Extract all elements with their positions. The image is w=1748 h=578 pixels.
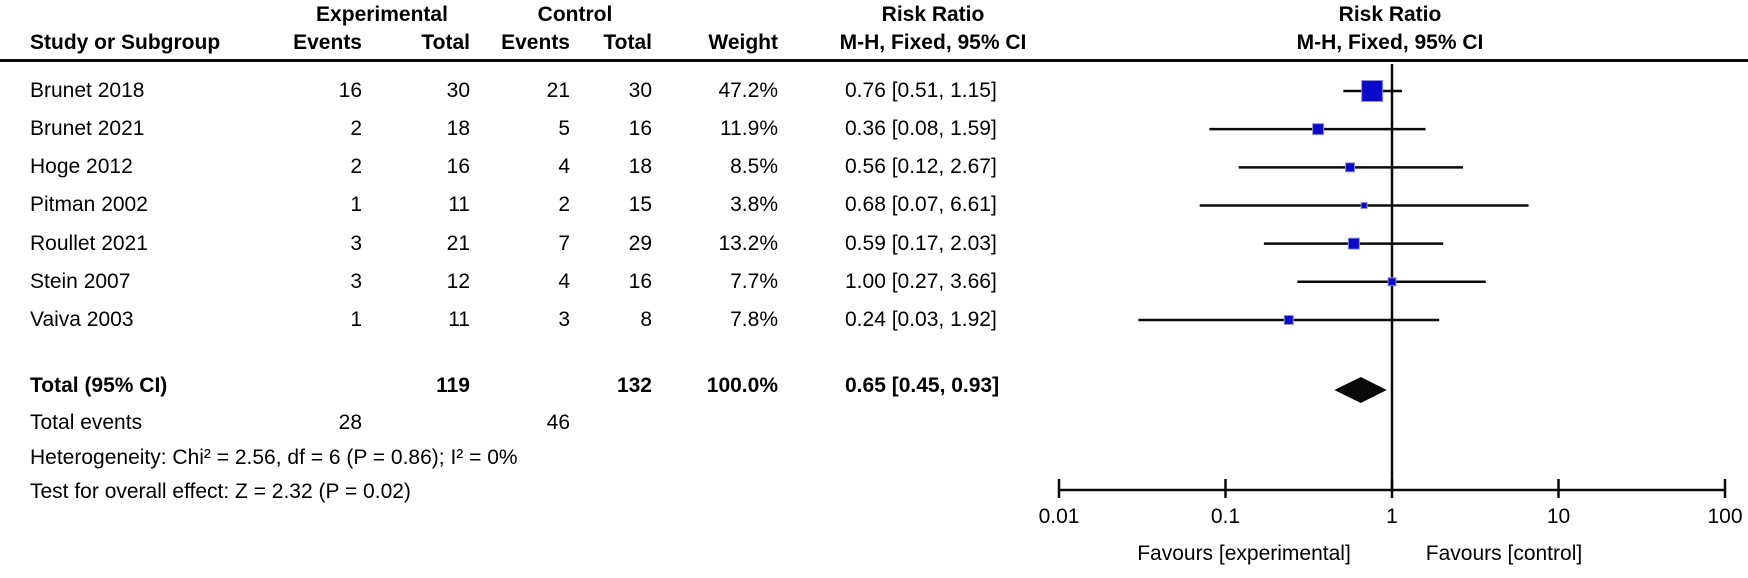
cell-events-control: 3 (558, 308, 570, 331)
cell-events-experimental: 16 (338, 79, 362, 102)
cell-ci-text: 0.68 [0.07, 6.61] (845, 193, 997, 216)
cell-events-experimental: 1 (350, 308, 362, 331)
cell-ci-text: 0.59 [0.17, 2.03] (845, 232, 997, 255)
cell-study: Stein 2007 (30, 270, 131, 293)
cell-events-experimental: 3 (350, 232, 362, 255)
effect-square (1283, 314, 1294, 325)
total-events-experimental: 28 (338, 411, 362, 434)
cell-events-experimental: 2 (350, 155, 362, 178)
x-tick-label: 0.1 (1211, 505, 1240, 528)
header-events-control: Events (501, 31, 570, 54)
cell-weight: 11.9% (720, 117, 778, 140)
cell-study: Brunet 2018 (30, 79, 145, 102)
x-tick-label: 10 (1547, 505, 1570, 528)
cell-ci-text: 0.56 [0.12, 2.67] (845, 155, 997, 178)
header-study-or-subgroup: Study or Subgroup (30, 31, 221, 54)
header-events-experimental: Events (293, 31, 362, 54)
effect-square (1360, 201, 1368, 209)
cell-events-control: 2 (558, 193, 570, 216)
cell-events-control: 4 (558, 155, 570, 178)
cell-total-experimental: 11 (448, 193, 470, 216)
cell-total-experimental: 30 (446, 79, 470, 102)
cell-ci-text: 0.76 [0.51, 1.15] (845, 79, 997, 102)
pooled-diamond (1334, 377, 1387, 403)
header-weight: Weight (708, 31, 778, 54)
effect-square (1387, 277, 1397, 287)
header-risk-ratio-column: Risk Ratio (881, 3, 985, 26)
cell-weight: 7.7% (730, 270, 778, 293)
cell-study: Roullet 2021 (30, 232, 148, 255)
cell-total-experimental: 11 (448, 308, 470, 331)
overall-effect-text: Test for overall effect: Z = 2.32 (P = 0… (30, 480, 411, 503)
cell-total-control: 8 (640, 308, 652, 331)
cell-events-control: 4 (558, 270, 570, 293)
header-risk-ratio-plot: Risk Ratio (1338, 3, 1442, 26)
cell-weight: 7.8% (730, 308, 778, 331)
cell-weight: 8.5% (730, 155, 778, 178)
cell-events-control: 5 (558, 117, 570, 140)
cell-ci-text: 0.36 [0.08, 1.59] (845, 117, 997, 140)
x-tick-label: 0.01 (1039, 505, 1080, 528)
cell-total-control: 18 (628, 155, 652, 178)
header-mh-fixed-ci-column: M-H, Fixed, 95% CI (839, 31, 1027, 54)
header-mh-fixed-ci-plot: M-H, Fixed, 95% CI (1296, 31, 1484, 54)
cell-events-experimental: 1 (350, 193, 362, 216)
x-tick-label: 100 (1707, 505, 1742, 528)
cell-weight: 3.8% (730, 193, 778, 216)
cell-events-experimental: 3 (350, 270, 362, 293)
cell-total-control: 29 (628, 232, 652, 255)
cell-total-experimental: 21 (446, 232, 470, 255)
total-control-n: 132 (616, 374, 652, 397)
cell-ci-text: 1.00 [0.27, 3.66] (845, 270, 997, 293)
cell-weight: 47.2% (718, 79, 778, 102)
favours-control-label: Favours [control] (1426, 542, 1582, 565)
cell-total-experimental: 18 (446, 117, 470, 140)
effect-square (1345, 162, 1356, 173)
cell-study: Hoge 2012 (30, 155, 133, 178)
total-events-label: Total events (30, 411, 143, 434)
cell-total-experimental: 12 (446, 270, 470, 293)
effect-square (1347, 237, 1360, 250)
cell-study: Pitman 2002 (30, 193, 148, 216)
cell-total-control: 15 (628, 193, 652, 216)
effect-square (1312, 123, 1325, 136)
total-weight: 100.0% (706, 374, 778, 397)
total-row-label: Total (95% CI) (30, 374, 168, 397)
x-tick-label: 1 (1386, 505, 1398, 528)
cell-events-experimental: 2 (350, 117, 362, 140)
header-control: Control (537, 3, 613, 26)
cell-ci-text: 0.24 [0.03, 1.92] (845, 308, 997, 331)
heterogeneity-text: Heterogeneity: Chi² = 2.56, df = 6 (P = … (30, 446, 518, 469)
total-experimental-n: 119 (436, 374, 470, 397)
cell-events-control: 21 (546, 79, 570, 102)
header-total-experimental: Total (421, 31, 470, 54)
total-ci-text: 0.65 [0.45, 0.93] (845, 374, 1000, 397)
cell-study: Brunet 2021 (30, 117, 145, 140)
cell-total-control: 30 (628, 79, 652, 102)
header-underline (0, 59, 1748, 62)
cell-events-control: 7 (558, 232, 570, 255)
total-events-control: 46 (546, 411, 570, 434)
cell-total-control: 16 (628, 117, 652, 140)
cell-study: Vaiva 2003 (30, 308, 134, 331)
cell-weight: 13.2% (718, 232, 778, 255)
cell-total-control: 16 (628, 270, 652, 293)
effect-square (1361, 80, 1384, 102)
header-total-control: Total (603, 31, 652, 54)
cell-total-experimental: 16 (446, 155, 470, 178)
header-experimental: Experimental (316, 3, 448, 26)
favours-experimental-label: Favours [experimental] (1137, 542, 1351, 565)
